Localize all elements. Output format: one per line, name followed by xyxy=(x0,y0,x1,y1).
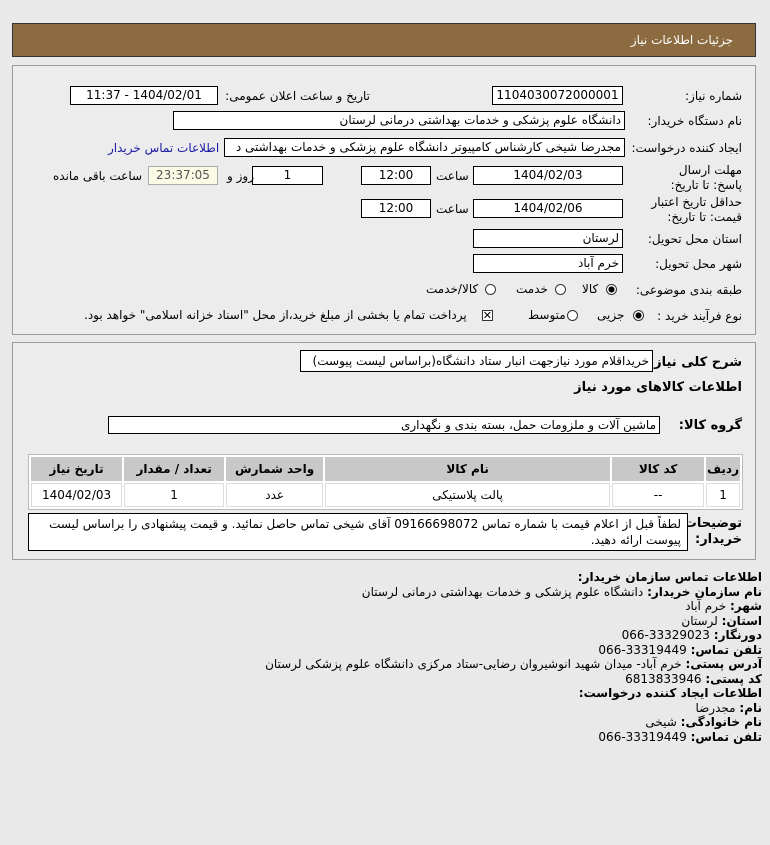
buyer-notes-label: توضیحات خریدار: xyxy=(683,516,742,547)
category-both-label: کالا/خدمت xyxy=(426,282,479,296)
creator-phone: 066-33319449 xyxy=(598,729,687,744)
days-field[interactable]: 1 xyxy=(252,166,323,185)
validity-time-label: ساعت xyxy=(436,202,469,216)
first-name-label: نام: xyxy=(739,700,762,715)
col-row-number: ردیف xyxy=(706,457,740,481)
validity-time-field[interactable]: 12:00 xyxy=(361,199,431,218)
summary-field[interactable]: خریداقلام مورد نیازجهت انبار ستاد دانشگا… xyxy=(300,350,653,372)
validity-label: حداقل تاریخ اعتبار قیمت: تا تاریخ: xyxy=(651,195,742,224)
city-label: شهر: xyxy=(730,599,762,613)
announce-field[interactable]: 1404/02/01 - 11:37 xyxy=(70,86,218,105)
creator-field[interactable]: مجدرضا شیخی کارشناس کامپیوتر دانشگاه علو… xyxy=(224,138,625,157)
process-radio-minor[interactable] xyxy=(633,310,644,321)
postal-code: 6813833946 xyxy=(625,671,702,686)
address: خرم آباد- میدان شهید انوشیروان رضایی-ستا… xyxy=(265,657,682,671)
category-service-label: خدمت xyxy=(516,282,548,296)
col-need-date: تاریخ نیاز xyxy=(31,457,123,481)
deadline-time-field[interactable]: 12:00 xyxy=(361,166,431,185)
process-radio-medium[interactable] xyxy=(567,310,578,321)
last-name-label: نام خانوادگی: xyxy=(680,715,762,729)
fax: 066-33329023 xyxy=(621,628,710,642)
category-goods-label: کالا xyxy=(582,282,599,296)
goods-group-label: گروه کالا: xyxy=(678,418,742,433)
table-header-row: ردیف کد کالا نام کالا واحد شمارش تعداد /… xyxy=(31,457,740,481)
deadline-date-field[interactable]: 1404/02/03 xyxy=(473,166,623,185)
cell-unit: عدد xyxy=(226,483,324,507)
process-label: نوع فرآیند خرید : xyxy=(657,309,742,323)
category-label: طبقه بندی موضوعی: xyxy=(635,283,742,297)
page-header: جزئیات اطلاعات نیاز xyxy=(12,23,756,57)
buyer-field[interactable]: دانشگاه علوم پزشکی و خدمات بهداشتی درمان… xyxy=(173,111,625,130)
deadline-label: مهلت ارسال پاسخ: تا تاریخ: xyxy=(670,163,742,192)
city-field[interactable]: خرم آباد xyxy=(473,254,623,273)
treasury-payment-checkbox[interactable]: ✕ xyxy=(482,309,493,322)
creator-phone-label: تلفن تماس: xyxy=(690,729,762,744)
goods-section-title: اطلاعات کالاهای مورد نیاز xyxy=(574,380,742,395)
fax-label: دورنگار: xyxy=(713,628,762,642)
cell-goods-name: پالت پلاستیکی xyxy=(325,483,611,507)
contact-info: اطلاعات تماس سازمان خریدار: نام سازمان خ… xyxy=(265,570,762,744)
buyer-notes-field: لطفاً قبل از اعلام قیمت با شماره تماس 09… xyxy=(28,513,688,551)
need-number-field[interactable]: 1104030072000001 xyxy=(492,86,623,105)
goods-group-field[interactable]: ماشین آلات و ملزومات حمل، بسته بندی و نگ… xyxy=(108,416,660,434)
treasury-payment-label: پرداخت تمام یا بخشی از مبلغ خرید،از محل … xyxy=(84,308,467,322)
days-label: روز و xyxy=(227,169,254,183)
col-quantity: تعداد / مقدار xyxy=(124,457,225,481)
cell-need-date: 1404/02/03 xyxy=(31,483,123,507)
buyer-contact-link[interactable]: اطلاعات تماس خریدار xyxy=(108,141,220,155)
address-label: آدرس پستی: xyxy=(685,657,762,671)
summary-label: شرح کلی نیاز: xyxy=(648,355,742,370)
process-medium-label: متوسط xyxy=(528,308,566,322)
province-label: استان محل تحویل: xyxy=(647,232,742,246)
phone-label: تلفن تماس: xyxy=(690,642,762,657)
process-minor-label: جزیی xyxy=(597,308,625,322)
category-radio-service[interactable] xyxy=(555,284,566,295)
first-name: مجدرضا xyxy=(695,700,736,715)
province-field[interactable]: لرستان xyxy=(473,229,623,248)
org-contact-title: اطلاعات تماس سازمان خریدار: xyxy=(577,570,762,584)
city-label: شهر محل تحویل: xyxy=(655,257,742,271)
col-unit: واحد شمارش xyxy=(226,457,324,481)
org-name-label: نام سازمان خریدار: xyxy=(647,584,762,599)
creator-contact-title: اطلاعات ایجاد کننده درخواست: xyxy=(578,686,762,700)
province: لرستان xyxy=(681,613,718,628)
org-name: دانشگاه علوم پزشکی و خدمات بهداشتی درمان… xyxy=(361,584,644,599)
city: خرم آباد xyxy=(685,599,727,613)
remaining-label: ساعت باقی مانده xyxy=(53,169,143,183)
table-row: 1 -- پالت پلاستیکی عدد 1 1404/02/03 xyxy=(31,483,740,507)
remaining-time-field: 23:37:05 xyxy=(148,166,218,185)
cell-quantity: 1 xyxy=(124,483,225,507)
cell-row-number: 1 xyxy=(706,483,740,507)
page-title: جزئیات اطلاعات نیاز xyxy=(630,33,733,47)
deadline-time-label: ساعت xyxy=(436,169,469,183)
creator-label: ایجاد کننده درخواست: xyxy=(631,141,742,155)
postal-label: کد پستی: xyxy=(705,671,762,686)
last-name: شیخی xyxy=(645,715,677,729)
cell-goods-code: -- xyxy=(612,483,705,507)
col-goods-name: نام کالا xyxy=(325,457,611,481)
category-radio-goods[interactable] xyxy=(606,284,617,295)
col-goods-code: کد کالا xyxy=(612,457,705,481)
need-number-label: شماره نیاز: xyxy=(685,89,742,103)
goods-table: ردیف کد کالا نام کالا واحد شمارش تعداد /… xyxy=(28,454,743,510)
phone: 066-33319449 xyxy=(598,642,687,657)
buyer-label: نام دستگاه خریدار: xyxy=(647,114,743,128)
validity-date-field[interactable]: 1404/02/06 xyxy=(473,199,623,218)
category-radio-both[interactable] xyxy=(485,284,496,295)
province-label: استان: xyxy=(721,613,762,628)
announce-label: تاریخ و ساعت اعلان عمومی: xyxy=(225,89,370,103)
